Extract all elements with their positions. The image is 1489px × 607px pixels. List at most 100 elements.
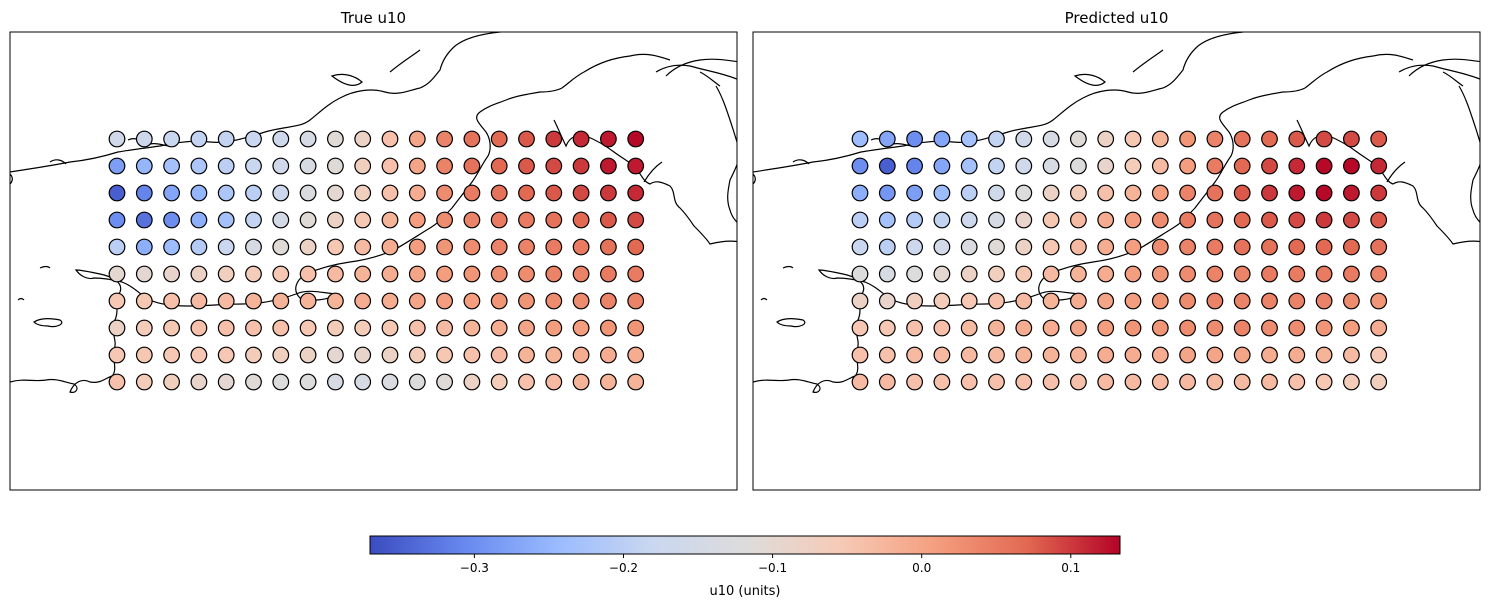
scatter-point	[1261, 292, 1278, 310]
colorbar-tick-label: 0.0	[912, 561, 931, 575]
scatter-point	[217, 265, 235, 283]
scatter-point	[600, 130, 617, 148]
scatter-point	[354, 184, 372, 202]
scatter-point	[354, 157, 372, 175]
scatter-point	[518, 373, 535, 391]
scatter-point	[245, 373, 262, 391]
scatter-point	[988, 238, 1005, 256]
scatter-point	[600, 292, 617, 310]
scatter-point	[408, 157, 426, 175]
scatter-point	[627, 211, 645, 229]
scatter-point	[1042, 319, 1060, 337]
scatter-point	[436, 373, 454, 391]
scatter-point	[245, 211, 262, 229]
scatter-point	[960, 238, 978, 256]
scatter-point	[108, 130, 126, 148]
scatter-point	[327, 319, 344, 337]
scatter-point	[1015, 130, 1033, 148]
scatter-point	[1342, 265, 1360, 283]
scatter-point	[933, 346, 951, 364]
scatter-point	[408, 319, 426, 337]
scatter-point	[354, 211, 372, 229]
scatter-point	[878, 373, 896, 391]
scatter-point	[1124, 319, 1142, 337]
scatter-point	[1342, 319, 1360, 337]
scatter-point	[354, 238, 372, 256]
scatter-point	[545, 130, 563, 148]
scatter-point	[572, 238, 590, 256]
scatter-point	[381, 346, 399, 364]
scatter-point	[163, 373, 181, 391]
scatter-point	[878, 130, 896, 148]
scatter-point	[627, 238, 645, 256]
scatter-point	[600, 184, 617, 202]
scatter-point	[1261, 157, 1278, 175]
scatter-point	[1206, 319, 1224, 337]
scatter-point	[408, 292, 426, 310]
scatter-point	[490, 346, 508, 364]
scatter-point	[299, 130, 317, 148]
scatter-point	[163, 265, 181, 283]
map-frame-true	[9, 31, 738, 491]
scatter-point	[600, 157, 617, 175]
scatter-point	[354, 373, 372, 391]
scatter-point	[190, 265, 208, 283]
scatter-point	[851, 211, 869, 229]
scatter-point	[190, 211, 208, 229]
scatter-point	[217, 319, 235, 337]
scatter-point	[354, 265, 372, 283]
scatter-point	[1206, 238, 1224, 256]
scatter-point	[1124, 265, 1142, 283]
scatter-point	[408, 373, 426, 391]
colorbar-tick-label: 0.1	[1061, 561, 1080, 575]
scatter-point	[163, 292, 181, 310]
scatter-point	[436, 184, 454, 202]
scatter-point	[1151, 211, 1169, 229]
scatter-point	[878, 238, 896, 256]
scatter-point	[851, 292, 869, 310]
scatter-point	[545, 319, 563, 337]
scatter-point	[1370, 184, 1388, 202]
scatter-point	[1042, 238, 1060, 256]
scatter-point	[245, 265, 262, 283]
scatter-point	[1042, 265, 1060, 283]
points-true	[108, 130, 645, 391]
scatter-point	[1261, 346, 1278, 364]
scatter-point	[1151, 238, 1169, 256]
scatter-point	[1288, 130, 1306, 148]
scatter-point	[463, 265, 481, 283]
scatter-point	[600, 319, 617, 337]
scatter-point	[436, 265, 454, 283]
scatter-point	[960, 211, 978, 229]
scatter-point	[906, 346, 923, 364]
scatter-point	[1288, 157, 1306, 175]
scatter-point	[1069, 319, 1087, 337]
scatter-point	[1261, 373, 1278, 391]
scatter-point	[1151, 184, 1169, 202]
scatter-point	[878, 346, 896, 364]
scatter-point	[463, 292, 481, 310]
scatter-point	[1124, 157, 1142, 175]
scatter-point	[272, 346, 290, 364]
scatter-point	[1315, 265, 1333, 283]
scatter-point	[572, 265, 590, 283]
scatter-point	[163, 319, 181, 337]
scatter-point	[572, 157, 590, 175]
panel-true: True u10	[9, 9, 738, 491]
scatter-point	[190, 346, 208, 364]
scatter-point	[1233, 265, 1251, 283]
scatter-point	[960, 346, 978, 364]
scatter-point	[190, 238, 208, 256]
scatter-point	[108, 238, 126, 256]
scatter-point	[135, 373, 153, 391]
scatter-point	[408, 265, 426, 283]
scatter-point	[463, 346, 481, 364]
scatter-point	[518, 157, 535, 175]
scatter-point	[851, 373, 869, 391]
scatter-point	[1015, 238, 1033, 256]
scatter-point	[1288, 373, 1306, 391]
scatter-point	[1097, 184, 1115, 202]
scatter-point	[933, 211, 951, 229]
scatter-point	[190, 373, 208, 391]
scatter-point	[135, 211, 153, 229]
